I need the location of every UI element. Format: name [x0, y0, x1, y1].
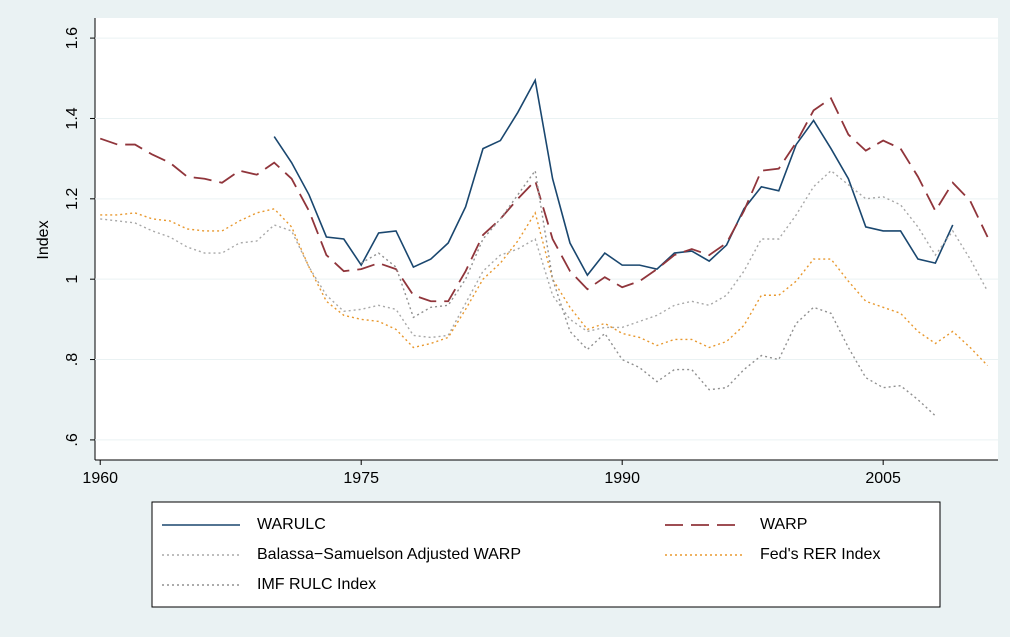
- legend: [151, 501, 941, 608]
- y-axis-label: Index: [35, 220, 52, 259]
- x-tick-label: 2005: [865, 470, 901, 487]
- y-tick-label: 1.2: [64, 188, 81, 210]
- legend-label: Fed's RER Index: [760, 546, 880, 563]
- y-tick-label: .6: [64, 433, 81, 446]
- y-tick-label: 1.6: [64, 27, 81, 49]
- series-line: [360, 168, 936, 417]
- y-tick-label: .8: [64, 353, 81, 366]
- y-tick-label: 1.4: [64, 107, 81, 129]
- legend-label: WARULC: [257, 516, 326, 533]
- x-tick-label: 1960: [82, 470, 118, 487]
- plot-area: [95, 18, 998, 460]
- y-tick-label: 1: [64, 275, 81, 284]
- series-line: [99, 97, 989, 303]
- series-line: [273, 77, 954, 277]
- legend-label: WARP: [760, 516, 807, 533]
- legend-label: Balassa−Samuelson Adjusted WARP: [257, 546, 521, 563]
- series-line: [100, 208, 989, 367]
- x-tick-label: 1975: [343, 470, 379, 487]
- x-tick-label: 1990: [604, 470, 640, 487]
- legend-label: IMF RULC Index: [257, 576, 376, 593]
